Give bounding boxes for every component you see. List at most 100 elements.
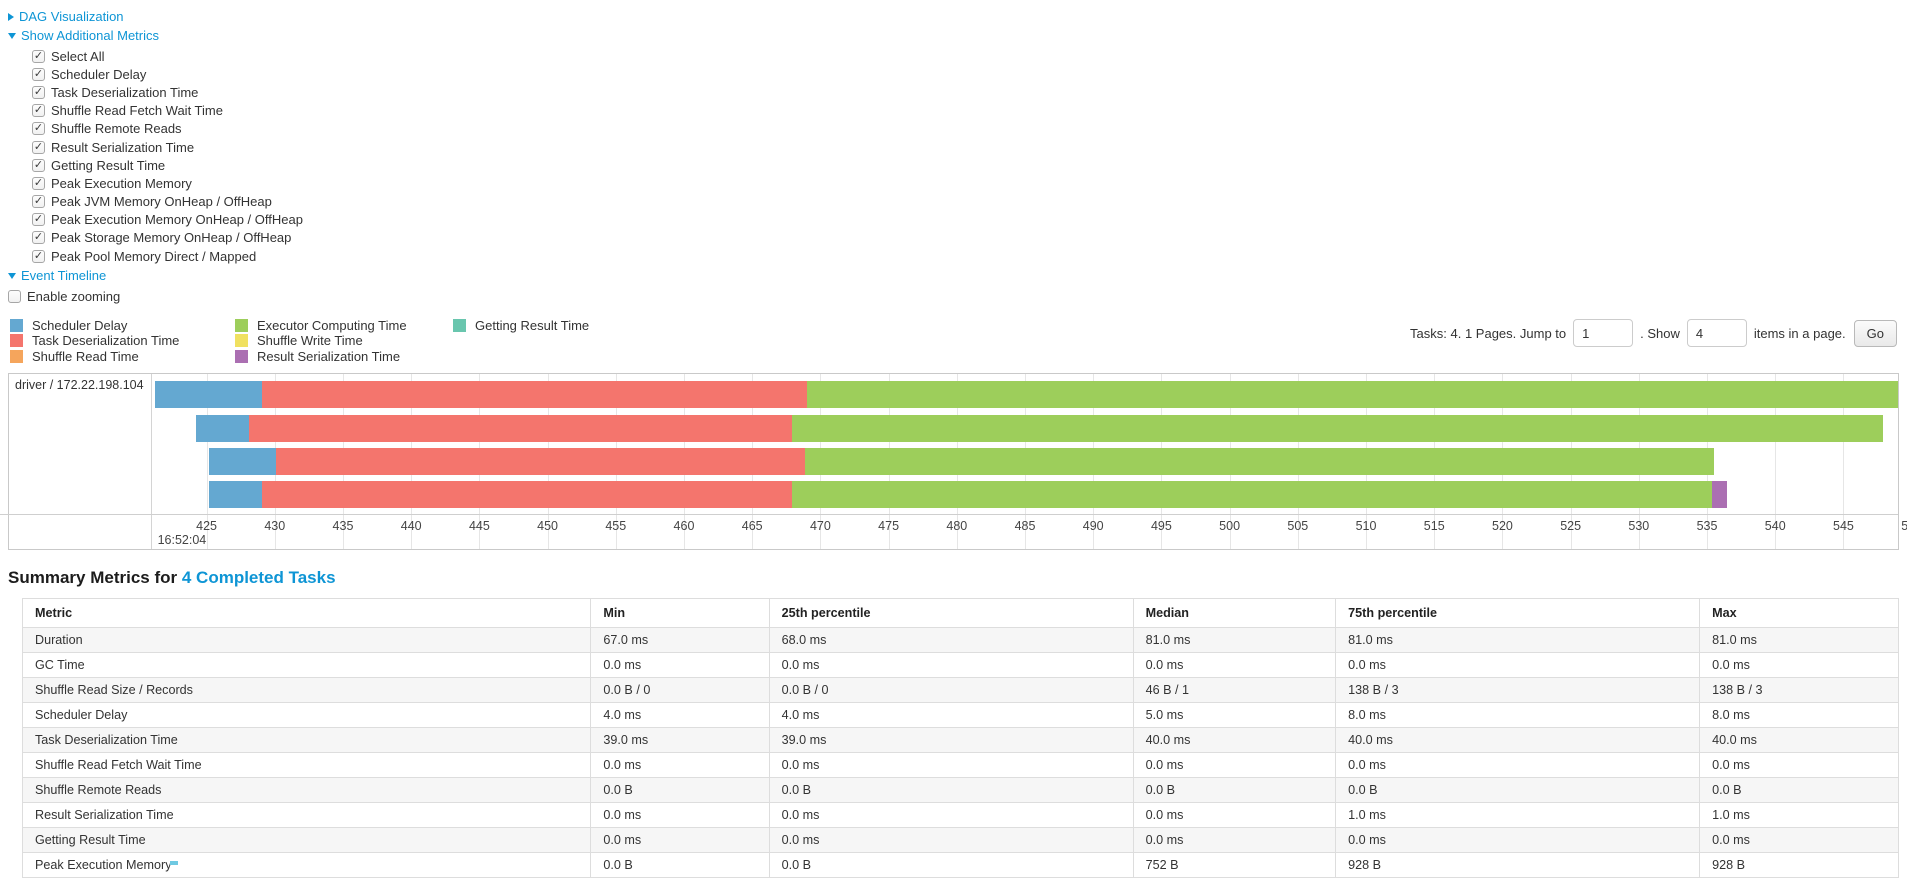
x-axis-tick-label: 550 <box>1901 519 1907 534</box>
task-bar-segment-result-serialization[interactable] <box>1712 481 1728 509</box>
metric-checkbox-row: ✓ Peak Execution Memory <box>32 174 1907 192</box>
x-axis-tick-label: 505 <box>1287 519 1309 534</box>
table-cell: 0.0 ms <box>590 827 770 854</box>
task-bar-segment-executor-computing[interactable] <box>791 481 1713 509</box>
collapsed-arrow-icon <box>8 12 14 21</box>
table-body: Duration 67.0 ms 68.0 ms 81.0 ms 81.0 ms 81.0… <box>21 627 1899 878</box>
metric-checkbox[interactable]: ✓ <box>32 231 45 245</box>
dag-visualization-toggle[interactable]: DAG Visualization <box>8 9 1907 24</box>
metric-checkbox[interactable]: ✓ <box>32 176 45 190</box>
task-bar-segment-task-deserialization[interactable] <box>262 481 792 509</box>
x-axis-tick-label: 455 <box>605 519 627 534</box>
x-axis-tick-label: 490 <box>1082 519 1104 534</box>
legend-item: Getting Result Time <box>453 317 589 333</box>
x-axis-tick-label: 480 <box>946 519 968 534</box>
enable-zooming-checkbox[interactable] <box>8 289 21 303</box>
table-cell: 1.0 ms <box>1335 802 1701 829</box>
legend-column: Executor Computing Time Shuffle Write Tim… <box>235 317 453 364</box>
table-cell: Shuffle Remote Reads <box>21 777 592 804</box>
table-cell: 928 B <box>1335 852 1701 878</box>
metric-checkbox-row: ✓ Shuffle Remote Reads <box>32 120 1907 138</box>
metric-checkbox-row: ✓ Task Deserialization Time <box>32 83 1907 101</box>
x-axis-tick-label: 430 <box>264 519 286 534</box>
table-cell: 0.0 ms <box>1699 752 1899 779</box>
metric-checkbox[interactable]: ✓ <box>32 49 45 63</box>
metric-checkbox[interactable]: ✓ <box>32 158 45 172</box>
metric-checkbox-row: ✓ Scheduler Delay <box>32 65 1907 83</box>
table-cell: 40.0 ms <box>1132 727 1337 754</box>
metric-checkbox-label: Task Deserialization Time <box>51 84 199 100</box>
items-per-page-input[interactable] <box>1686 319 1747 348</box>
x-axis-tick-label: 545 <box>1833 519 1854 534</box>
table-cell: Shuffle Read Fetch Wait Time <box>21 752 592 779</box>
table-cell: 39.0 ms <box>590 727 770 754</box>
metric-checkbox[interactable]: ✓ <box>32 195 45 209</box>
legend-item: Shuffle Write Time <box>235 333 453 349</box>
task-bars-layer <box>152 374 1898 514</box>
column-header: Max <box>1699 598 1899 629</box>
shuffle-write-swatch-icon <box>235 334 248 348</box>
table-cell: GC Time <box>21 652 592 679</box>
legend-label: Task Deserialization Time <box>32 333 180 349</box>
table-header-row: Metric Min 25th percentile Median 75th perce… <box>21 598 1899 629</box>
task-bar-segment-executor-computing[interactable] <box>805 448 1714 476</box>
show-additional-metrics-toggle[interactable]: Show Additional Metrics <box>8 28 1907 43</box>
x-axis-tick-label: 450 <box>537 519 559 534</box>
legend-label: Shuffle Read Time <box>32 349 139 365</box>
executor-label-column: driver / 172.22.198.104 <box>9 374 152 550</box>
legend-label: Shuffle Write Time <box>257 333 363 349</box>
jump-to-page-input[interactable] <box>1573 319 1634 348</box>
metric-checkbox[interactable]: ✓ <box>32 104 45 118</box>
task-bar-segment-task-deserialization[interactable] <box>248 414 792 442</box>
metric-checkbox[interactable]: ✓ <box>32 213 45 227</box>
table-cell: 0.0 B <box>768 852 1134 878</box>
executor-computing-swatch-icon <box>235 318 248 332</box>
table-cell: 0.0 ms <box>590 652 770 679</box>
metric-checkbox[interactable]: ✓ <box>32 249 45 263</box>
column-header: 75th percentile <box>1335 598 1701 629</box>
x-axis-tick-label: 500 <box>1219 519 1241 534</box>
table-cell: 928 B <box>1699 852 1899 878</box>
show-text: . Show <box>1640 325 1680 341</box>
legend-label: Executor Computing Time <box>257 317 407 333</box>
metric-checkbox-label: Shuffle Read Fetch Wait Time <box>51 103 223 119</box>
metric-checkbox[interactable]: ✓ <box>32 85 45 99</box>
getting-result-swatch-icon <box>453 318 466 332</box>
x-axis-tick-label: 475 <box>878 519 900 534</box>
metric-checkbox-row: ✓ Peak JVM Memory OnHeap / OffHeap <box>32 193 1907 211</box>
metric-checkbox[interactable]: ✓ <box>32 67 45 81</box>
task-bar-segment-task-deserialization[interactable] <box>276 448 806 476</box>
table-cell: 8.0 ms <box>1699 702 1899 729</box>
x-axis-tick-label: 535 <box>1696 519 1718 534</box>
x-axis-tick-label: 425 <box>196 519 217 534</box>
table-cell: Peak Execution Memory <box>21 852 592 878</box>
completed-tasks-link[interactable]: 4 Completed Tasks <box>181 568 336 588</box>
table-cell: 0.0 ms <box>768 652 1134 679</box>
legend-item: Executor Computing Time <box>235 317 453 333</box>
metric-checkbox[interactable]: ✓ <box>32 122 45 136</box>
metric-checkbox-label: Result Serialization Time <box>51 139 195 155</box>
x-axis-tick-label: 485 <box>1014 519 1036 534</box>
task-bar-segment-task-deserialization[interactable] <box>262 381 807 409</box>
task-bar-segment-scheduler-delay[interactable] <box>209 481 263 509</box>
metric-checkbox-label: Peak Execution Memory OnHeap / OffHeap <box>51 212 303 228</box>
event-timeline-toggle[interactable]: Event Timeline <box>8 268 1907 283</box>
metric-checkbox-row: ✓ Peak Pool Memory Direct / Mapped <box>32 247 1907 265</box>
task-bar-segment-scheduler-delay[interactable] <box>209 448 277 476</box>
summary-metrics-heading: Summary Metrics for 4 Completed Tasks <box>8 568 1907 588</box>
enable-zooming-row: Enable zooming <box>8 287 1907 305</box>
metric-checkbox[interactable]: ✓ <box>32 140 45 154</box>
x-axis-line <box>0 514 1898 516</box>
legend-label: Scheduler Delay <box>32 317 128 333</box>
go-button[interactable]: Go <box>1853 319 1897 347</box>
x-axis-tick-label: 510 <box>1355 519 1377 534</box>
table-cell: 138 B / 3 <box>1699 677 1899 704</box>
metric-checkbox-row: ✓ Result Serialization Time <box>32 138 1907 156</box>
task-bar-segment-executor-computing[interactable] <box>791 414 1883 442</box>
task-bar-segment-executor-computing[interactable] <box>806 381 1898 409</box>
task-bar-segment-scheduler-delay[interactable] <box>195 414 249 442</box>
task-bar-segment-scheduler-delay[interactable] <box>154 381 263 409</box>
x-axis-tick-label: 435 <box>332 519 354 534</box>
x-axis-tick-label: 525 <box>1560 519 1582 534</box>
column-header: Min <box>590 598 770 629</box>
